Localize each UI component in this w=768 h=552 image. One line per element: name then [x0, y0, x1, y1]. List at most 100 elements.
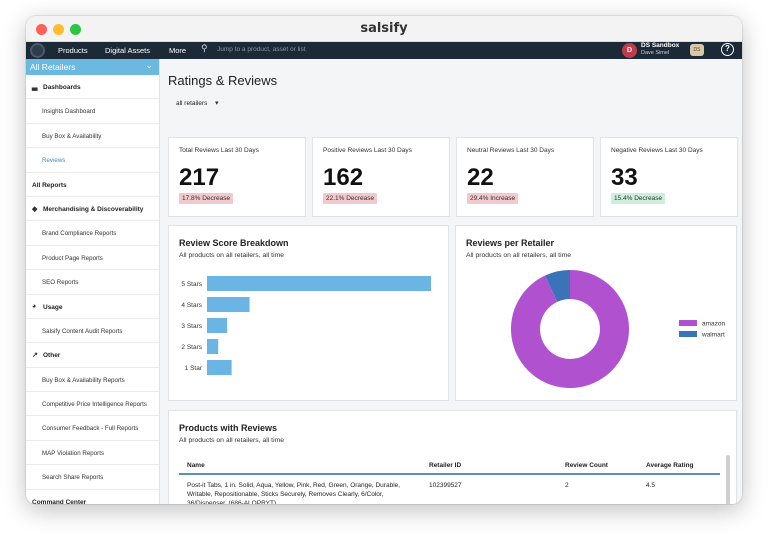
sidebar-label: MAP Violation Reports — [42, 449, 105, 457]
panel-subtitle: All products on all retailers, all time — [466, 252, 572, 259]
retailer-select-value: All Retailers — [30, 62, 76, 72]
sidebar: All Retailers ⌄ ▃ Dashboards Insights Dash… — [26, 59, 160, 504]
maximize-window-button[interactable] — [70, 24, 81, 35]
minimize-window-button[interactable] — [53, 24, 64, 35]
donut-slice-amazon[interactable] — [511, 270, 629, 388]
stat-change-badge: 29.4% Increase — [467, 193, 519, 204]
caret-down-icon[interactable]: ▾ — [215, 100, 219, 107]
sidebar-item[interactable]: Buy Box & Availability Reports — [26, 368, 159, 393]
sidebar-item[interactable]: Buy Box & Availability — [26, 124, 159, 149]
org-badge[interactable]: DS — [690, 44, 704, 56]
stat-card: Total Reviews Last 30 Days 217 17.8% Decre… — [168, 137, 306, 217]
legend-swatch-amazon — [679, 320, 697, 326]
sidebar-label: Buy Box & Availability Reports — [42, 376, 125, 384]
bar-1-star[interactable] — [207, 360, 232, 375]
sidebar-section[interactable]: ↗ Other — [26, 343, 159, 368]
sidebar-item[interactable]: Salsify Content Audit Reports — [26, 319, 159, 344]
pie-icon: ◕ — [32, 302, 37, 310]
sidebar-label: Other — [43, 352, 61, 360]
bar-5-stars[interactable] — [207, 276, 431, 291]
panel-title: Products with Reviews — [179, 423, 278, 433]
panel-subtitle: All products on all retailers, all time — [179, 437, 285, 444]
donut-slice-walmart[interactable] — [544, 270, 570, 302]
stat-change-badge: 15.4% Decrease — [611, 193, 666, 204]
column-header-review-count[interactable]: Review Count — [565, 462, 608, 469]
user-avatar[interactable]: D — [622, 43, 637, 58]
sidebar-item[interactable]: SEO Reports — [26, 270, 159, 295]
sidebar-label: Consumer Feedback - Full Reports — [42, 425, 139, 433]
legend-swatch-walmart — [679, 331, 697, 337]
line-chart-icon: ↗ — [32, 352, 38, 360]
sidebar-label: Reviews — [42, 157, 66, 165]
stat-card: Negative Reviews Last 30 Days 33 15.4% Dec… — [600, 137, 738, 217]
bar-label: 2 Stars — [181, 344, 202, 351]
column-header-name[interactable]: Name — [187, 462, 205, 469]
legend-label-walmart[interactable]: walmart — [701, 332, 725, 339]
sidebar-item[interactable]: Search Share Reports — [26, 465, 159, 490]
sidebar-item[interactable]: Reviews — [26, 148, 159, 173]
nav-products[interactable]: Products — [58, 46, 88, 55]
stat-title: Neutral Reviews Last 30 Days — [467, 147, 555, 154]
sidebar-section[interactable]: All Reports — [26, 173, 159, 197]
panel-title: Review Score Breakdown — [179, 238, 289, 248]
nav-digital-assets[interactable]: Digital Assets — [105, 46, 151, 55]
table-header: Name Retailer ID Review Count Average Ra… — [179, 455, 720, 475]
column-header-average-rating[interactable]: Average Rating — [646, 462, 694, 469]
salsify-logo-icon[interactable] — [30, 43, 45, 58]
legend-label-amazon[interactable]: amazon — [702, 321, 726, 328]
user-environment[interactable]: DS Sandbox — [641, 42, 680, 49]
global-search-input[interactable]: Jump to a product, asset or list — [217, 46, 306, 53]
app-window: salsify Products Digital Assets More ⚲ J… — [26, 16, 742, 504]
sidebar-item[interactable]: Brand Compliance Reports — [26, 221, 159, 246]
sidebar-item[interactable]: Competitive Price Intelligence Reports — [26, 392, 159, 417]
stat-card: Neutral Reviews Last 30 Days 22 29.4% Incr… — [456, 137, 594, 217]
bar-4-stars[interactable] — [207, 297, 250, 312]
tag-icon: ◆ — [32, 205, 38, 213]
sidebar-label: Product Page Reports — [42, 254, 103, 262]
bar-2-stars[interactable] — [207, 339, 219, 354]
panel-subtitle: All products on all retailers, all time — [179, 252, 285, 259]
stat-value: 217 — [179, 164, 220, 191]
table-scrollbar[interactable] — [726, 455, 730, 504]
nav-more[interactable]: More — [169, 46, 187, 55]
panel-title: Reviews per Retailer — [466, 238, 555, 248]
retailer-filter[interactable]: all retailers — [176, 100, 208, 107]
sidebar-section[interactable]: ▃ Dashboards — [26, 75, 159, 100]
sidebar-section[interactable]: Command Center — [26, 490, 159, 504]
help-icon[interactable]: ? — [721, 43, 734, 56]
sidebar-section[interactable]: ◆ Merchandising & Discoverability — [26, 197, 159, 222]
retailer-panel: Reviews per Retailer All products on all… — [455, 225, 737, 401]
stat-value: 33 — [611, 164, 638, 191]
sidebar-item[interactable]: MAP Violation Reports — [26, 441, 159, 466]
table-cell-review-count: 2 — [565, 482, 569, 489]
stat-value: 162 — [323, 164, 364, 191]
sidebar-label: Usage — [43, 303, 63, 311]
sidebar-label: Search Share Reports — [42, 474, 104, 482]
bar-label: 4 Stars — [181, 302, 202, 309]
sidebar-section[interactable]: ◕ Usage — [26, 295, 159, 319]
sidebar-item[interactable]: Product Page Reports — [26, 246, 159, 271]
retailer-select[interactable]: All Retailers ⌄ — [26, 59, 159, 75]
close-window-button[interactable] — [36, 24, 47, 35]
page-title: Ratings & Reviews — [168, 73, 278, 88]
bar-3-stars[interactable] — [207, 318, 228, 333]
sidebar-label: Command Center — [32, 498, 87, 504]
stat-change-badge: 22.1% Decrease — [323, 193, 378, 204]
chevron-down-icon: ⌄ — [145, 60, 153, 70]
table-row[interactable]: Post-it Tabs, 1 in. Solid, Aqua, Yellow,… — [179, 477, 720, 504]
top-navigation: Products Digital Assets More ⚲ Jump to a… — [26, 42, 742, 59]
title-bar: salsify — [26, 16, 742, 42]
stat-title: Positive Reviews Last 30 Days — [323, 147, 412, 154]
sidebar-item[interactable]: Insights Dashboard — [26, 99, 159, 124]
table-cell-name: Post-it Tabs, 1 in. Solid, Aqua, Yellow,… — [187, 482, 401, 504]
column-header-retailer-id[interactable]: Retailer ID — [429, 462, 462, 469]
sidebar-item[interactable]: Consumer Feedback - Full Reports — [26, 416, 159, 441]
sidebar-label: Competitive Price Intelligence Reports — [42, 401, 147, 409]
stat-value: 22 — [467, 164, 494, 191]
bar-label: 5 Stars — [181, 281, 202, 288]
bar-label: 3 Stars — [181, 323, 202, 330]
search-icon[interactable]: ⚲ — [201, 43, 208, 53]
user-name[interactable]: Dave Simel — [641, 50, 670, 56]
bar-chart-icon: ▃ — [32, 84, 38, 91]
stat-title: Negative Reviews Last 30 Days — [611, 147, 703, 154]
